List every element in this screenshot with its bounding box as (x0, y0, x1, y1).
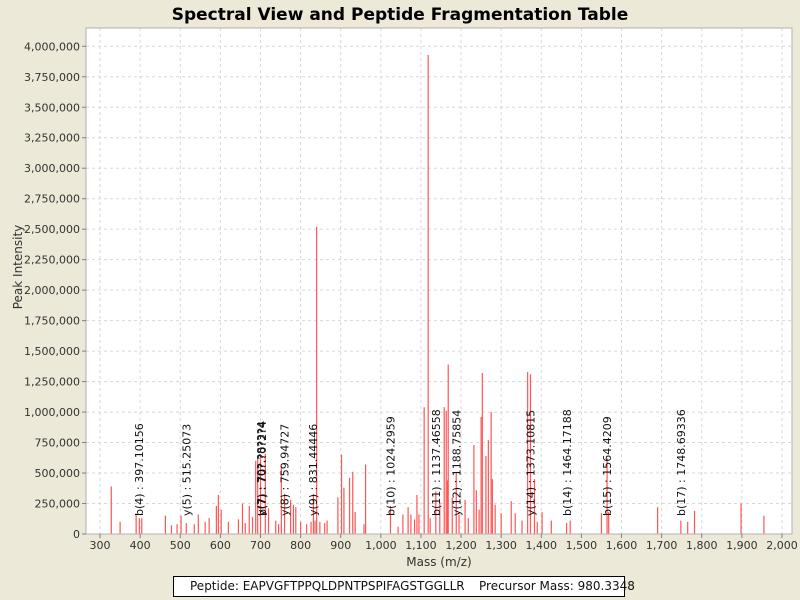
fragment-label: b(17) : 1748.69336 (675, 409, 688, 516)
fragment-label: y(12) : 1188.75854 (451, 410, 464, 516)
y-tick-label: 4,000,000 (24, 40, 80, 53)
y-tick-label: 1,250,000 (24, 376, 80, 389)
y-tick-label: 2,000,000 (24, 284, 80, 297)
x-tick-label: 1,600 (606, 539, 638, 552)
fragment-label: b(10) : 1024.2959 (385, 416, 398, 516)
precursor-mass: Precursor Mass: 980.3348 (479, 579, 635, 593)
fragment-label: y(5) : 515.25073 (180, 424, 193, 516)
fragment-label: y(7) : 70?.?8?3?4 (255, 421, 268, 516)
peptide-sequence: Peptide: EAPVGFTPPQLDPNTPSPIFAGSTGGLLR (190, 579, 465, 593)
fragment-label: y(14) : 1373.10815 (525, 410, 538, 516)
fragment-annotations: b(4) : 397.10156 y(5) : 515.25073 y(7) : 7… (133, 409, 688, 516)
y-tick-label: 3,750,000 (24, 71, 80, 84)
y-tick-label: 3,000,000 (24, 162, 80, 175)
fragment-label: b(15) : 1564.4209 (601, 416, 614, 516)
axes: 300 400 500 600 700 800 900 1,000 1,100 1,200 1,30… (24, 27, 798, 552)
plot-area (86, 28, 792, 534)
fragment-label: b(14) : 1464.17188 (561, 409, 574, 516)
y-tick-label: 250,000 (35, 498, 81, 511)
x-tick-label: 1,800 (686, 539, 718, 552)
x-axis-label: Mass (m/z) (406, 555, 471, 569)
fragment-label: y(8) : 759.94727 (279, 424, 292, 516)
x-tick-label: 1,200 (445, 539, 477, 552)
y-tick-label: 750,000 (35, 437, 81, 450)
fragment-label: b(7) : 70?.?0?2?4 (256, 421, 269, 516)
x-tick-label: 1,900 (726, 539, 758, 552)
x-tick-label: 1,700 (646, 539, 678, 552)
plot-border (85, 27, 793, 535)
y-tick-label: 1,500,000 (24, 345, 80, 358)
grid-lines (86, 28, 792, 535)
x-tick-label: 900 (330, 539, 351, 552)
x-tick-label: 1,100 (405, 539, 437, 552)
y-tick-label: 500,000 (35, 467, 81, 480)
x-tick-label: 1,300 (485, 539, 517, 552)
x-tick-label: 700 (250, 539, 271, 552)
x-tick-label: 1,000 (365, 539, 397, 552)
x-tick-label: 2,000 (766, 539, 798, 552)
y-axis-label: Peak Intensity (11, 225, 25, 310)
x-tick-label: 1,400 (526, 539, 558, 552)
y-tick-label: 3,250,000 (24, 132, 80, 145)
x-tick-label: 300 (90, 539, 111, 552)
y-tick-label: 0 (73, 528, 80, 541)
x-tick-label: 800 (290, 539, 311, 552)
peptide-info-box: Peptide: EAPVGFTPPQLDPNTPSPIFAGSTGGLLR P… (173, 576, 635, 597)
x-tick-label: 400 (130, 539, 151, 552)
y-tick-label: 2,250,000 (24, 254, 80, 267)
x-tick-label: 500 (170, 539, 191, 552)
x-tick-label: 1,500 (566, 539, 598, 552)
y-tick-label: 1,000,000 (24, 406, 80, 419)
fragment-label: y(9) : 831.44446 (307, 424, 320, 516)
y-tick-label: 1,750,000 (24, 315, 80, 328)
fragment-label: b(4) : 397.10156 (133, 423, 146, 516)
fragment-label: b(11) : 1137.46558 (430, 409, 443, 516)
chart-title: Spectral View and Peptide Fragmentation … (172, 5, 629, 25)
peak-bars (110, 54, 765, 534)
y-tick-label: 2,750,000 (24, 193, 80, 206)
x-tick-label: 600 (210, 539, 231, 552)
y-tick-label: 2,500,000 (24, 223, 80, 236)
y-tick-label: 3,500,000 (24, 101, 80, 114)
